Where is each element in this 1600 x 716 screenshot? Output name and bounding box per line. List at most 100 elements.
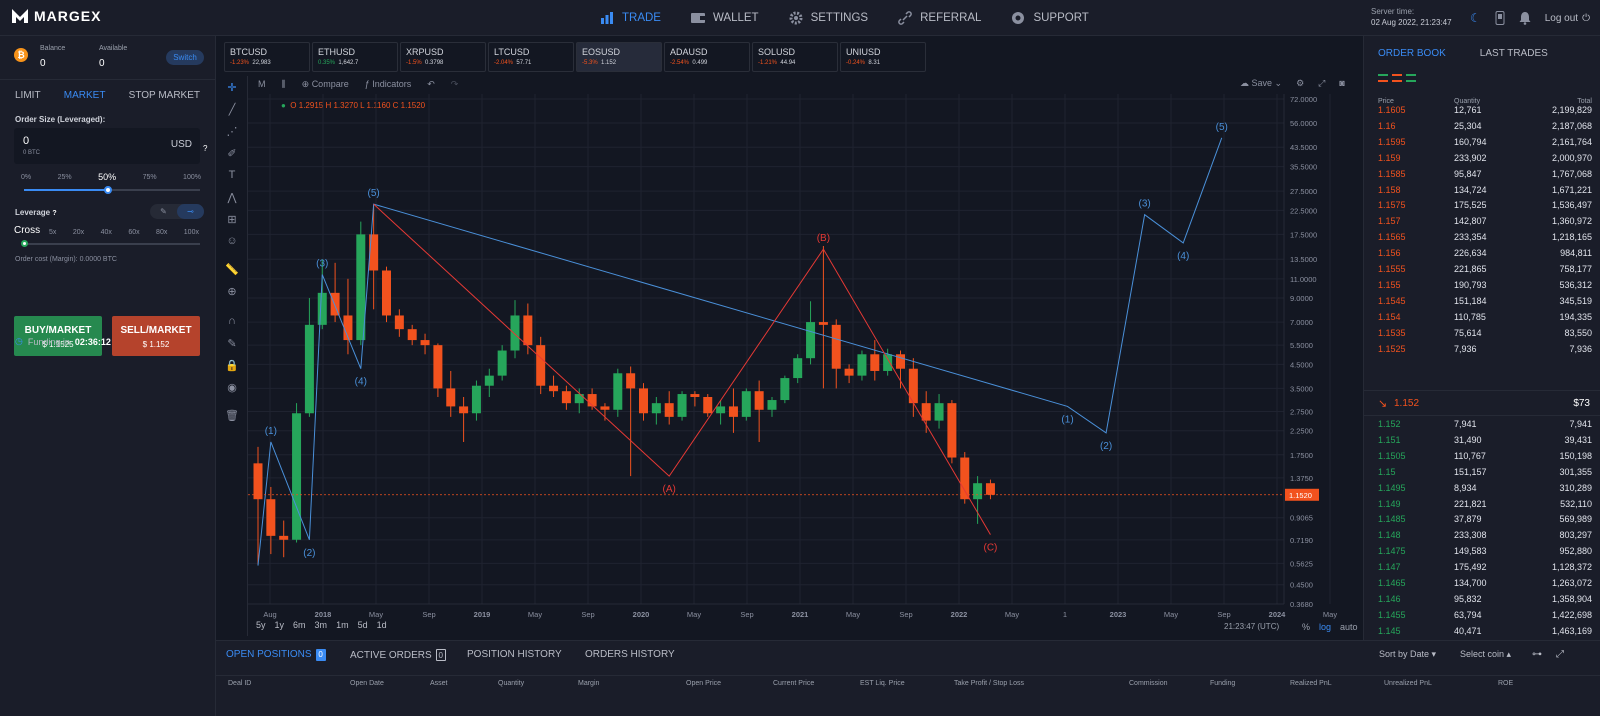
indicators-button[interactable]: ƒ Indicators xyxy=(364,79,412,89)
symbol-tab-adausd[interactable]: ADAUSD -2.54% 0.499 xyxy=(664,42,750,72)
size-slider-handle[interactable] xyxy=(104,186,112,194)
ask-row[interactable]: 1.157 142,807 1,360,972 xyxy=(1364,213,1600,229)
symbol-tab-xrpusd[interactable]: XRPUSD -1.5% 0.3798 xyxy=(400,42,486,72)
bid-row[interactable]: 1.1455 63,794 1,422,698 xyxy=(1364,607,1600,623)
range-1y[interactable]: 1y xyxy=(274,620,285,630)
range-1m[interactable]: 1m xyxy=(336,620,349,630)
prediction-icon[interactable]: ⊞ xyxy=(227,213,237,226)
logout-link[interactable]: Log out ⏻ xyxy=(1545,13,1590,24)
pct-0[interactable]: 0% xyxy=(21,174,32,181)
bid-row[interactable]: 1.152 7,941 7,941 xyxy=(1364,416,1600,432)
symbol-tab-eosusd[interactable]: EOSUSD -5.3% 1.152 xyxy=(576,42,662,72)
eye-icon[interactable]: ◉ xyxy=(227,381,237,394)
select-coin-dropdown[interactable]: Select coin ▴ xyxy=(1460,649,1512,659)
ask-row[interactable]: 1.1585 95,847 1,767,068 xyxy=(1364,166,1600,182)
tab-limit[interactable]: LIMIT xyxy=(15,90,41,101)
interval-button[interactable]: M xyxy=(258,79,266,89)
bid-row[interactable]: 1.1505 110,767 150,198 xyxy=(1364,448,1600,464)
redo-icon[interactable]: ↷ xyxy=(450,78,459,89)
undo-icon[interactable]: ↶ xyxy=(427,78,435,89)
lock-icon[interactable]: 🔒 xyxy=(225,359,239,372)
bid-row[interactable]: 1.145 40,471 1,463,169 xyxy=(1364,623,1600,639)
leverage-slider-track[interactable] xyxy=(21,240,200,247)
ask-row[interactable]: 1.159 233,902 2,000,970 xyxy=(1364,150,1600,166)
ask-row[interactable]: 1.1605 12,761 2,199,829 xyxy=(1364,102,1600,118)
zoom-icon[interactable]: ⊕ xyxy=(227,285,237,298)
symbol-tab-solusd[interactable]: SOLUSD -1.21% 44.94 xyxy=(752,42,838,72)
ask-row[interactable]: 1.1525 7,936 7,936 xyxy=(1364,341,1600,357)
symbol-tab-btcusd[interactable]: BTCUSD -1.23% 22,983 xyxy=(224,42,310,72)
save-button[interactable]: ☁ Save ⌄ xyxy=(1240,78,1283,88)
camera-icon[interactable]: ◙ xyxy=(1339,78,1345,88)
leverage-slider-handle[interactable] xyxy=(21,240,28,247)
tab-last-trades[interactable]: LAST TRADES xyxy=(1479,48,1548,59)
ask-row[interactable]: 1.154 110,785 194,335 xyxy=(1364,309,1600,325)
tab-active-orders[interactable]: ACTIVE ORDERS 0 xyxy=(350,649,446,661)
trendline-icon[interactable]: ╱ xyxy=(228,103,236,116)
bid-row[interactable]: 1.151 31,490 39,431 xyxy=(1364,432,1600,448)
help-icon[interactable]: ? xyxy=(203,144,208,153)
text-icon[interactable]: T xyxy=(228,169,236,181)
slider-mode-icon[interactable]: ⊸ xyxy=(177,204,204,219)
lev-5x[interactable]: 5x xyxy=(49,229,57,236)
order-size-input[interactable]: 0 0 BTC USD xyxy=(14,128,200,164)
pattern-icon[interactable]: ⋀ xyxy=(227,191,237,204)
bid-row[interactable]: 1.1485 37,879 569,989 xyxy=(1364,511,1600,527)
expand-icon[interactable]: ⤢ xyxy=(1556,649,1564,660)
crosshair-icon[interactable]: ✛ xyxy=(227,81,237,94)
bid-row[interactable]: 1.148 233,308 803,297 xyxy=(1364,527,1600,543)
tab-position-history[interactable]: POSITION HISTORY xyxy=(467,649,562,660)
sell-market-button[interactable]: SELL/MARKET $ 1.152 xyxy=(112,316,200,356)
pct-25[interactable]: 25% xyxy=(57,174,72,181)
lev-20x[interactable]: 20x xyxy=(72,229,85,236)
tab-market[interactable]: MARKET xyxy=(63,90,106,101)
pencil-icon[interactable]: ✎ xyxy=(160,207,167,216)
nav-trade[interactable]: TRADE xyxy=(600,11,661,25)
moon-icon[interactable]: ☾ xyxy=(1469,11,1481,25)
price-chart[interactable]: 72.0000 56.0000 43.5000 35.5000 27.5000 22.50… xyxy=(248,94,1360,634)
compare-button[interactable]: ⊕ Compare xyxy=(301,78,349,89)
symbol-tab-ltcusd[interactable]: LTCUSD -2.04% 57.71 xyxy=(488,42,574,72)
bid-row[interactable]: 1.1465 134,700 1,263,072 xyxy=(1364,575,1600,591)
bell-icon[interactable] xyxy=(1519,11,1531,25)
tab-open-positions[interactable]: OPEN POSITIONS 0 xyxy=(226,649,326,661)
range-6m[interactable]: 6m xyxy=(293,620,306,630)
ask-row[interactable]: 1.155 190,793 536,312 xyxy=(1364,277,1600,293)
tab-order-book[interactable]: ORDER BOOK xyxy=(1378,48,1446,59)
link-icon-button[interactable]: ⊶ xyxy=(1532,649,1542,660)
ruler-icon[interactable]: 📏 xyxy=(225,263,239,276)
size-slider-track[interactable] xyxy=(24,186,200,194)
lock-drawing-icon[interactable]: ✎ xyxy=(227,337,237,350)
candles-icon[interactable]: ⫼ xyxy=(281,78,286,89)
margex-logo[interactable]: MARGEX xyxy=(12,8,101,24)
fib-icon[interactable]: ⋰ xyxy=(226,125,238,138)
lev-80x[interactable]: 80x xyxy=(156,229,168,236)
both-sides-icon[interactable] xyxy=(1378,74,1388,82)
emoji-icon[interactable]: ☺ xyxy=(226,235,238,247)
nav-support[interactable]: SUPPORT xyxy=(1011,11,1089,25)
nav-referral[interactable]: REFERRAL xyxy=(898,11,981,25)
bids-only-icon[interactable] xyxy=(1406,74,1416,82)
magnet-icon[interactable]: ∩ xyxy=(228,315,236,327)
fullscreen-icon[interactable]: ⤢ xyxy=(1318,78,1326,88)
mobile-icon[interactable] xyxy=(1495,11,1505,25)
auto-scale-button[interactable]: auto xyxy=(1340,622,1358,632)
ask-row[interactable]: 1.156 226,634 984,811 xyxy=(1364,245,1600,261)
lev-60x[interactable]: 60x xyxy=(128,229,140,236)
range-1d[interactable]: 1d xyxy=(376,620,387,630)
pct-100[interactable]: 100% xyxy=(183,174,201,181)
bid-row[interactable]: 1.1475 149,583 952,880 xyxy=(1364,543,1600,559)
range-5d[interactable]: 5d xyxy=(357,620,368,630)
ask-row[interactable]: 1.1555 221,865 758,177 xyxy=(1364,261,1600,277)
bid-row[interactable]: 1.15 151,157 301,355 xyxy=(1364,464,1600,480)
leverage-help-icon[interactable]: ? xyxy=(52,210,57,217)
pct-50[interactable]: 50% xyxy=(98,172,117,182)
leverage-mode-toggle[interactable]: ✎ ⊸ xyxy=(150,204,204,219)
trash-icon[interactable]: 🗑 xyxy=(225,409,239,422)
range-3m[interactable]: 3m xyxy=(314,620,328,630)
symbol-tab-uniusd[interactable]: UNIUSD -0.24% 8.31 xyxy=(840,42,926,72)
nav-settings[interactable]: SETTINGS xyxy=(789,11,868,25)
tab-stop-market[interactable]: STOP MARKET xyxy=(128,90,200,101)
percent-scale-button[interactable]: % xyxy=(1302,622,1311,632)
bid-row[interactable]: 1.147 175,492 1,128,372 xyxy=(1364,559,1600,575)
